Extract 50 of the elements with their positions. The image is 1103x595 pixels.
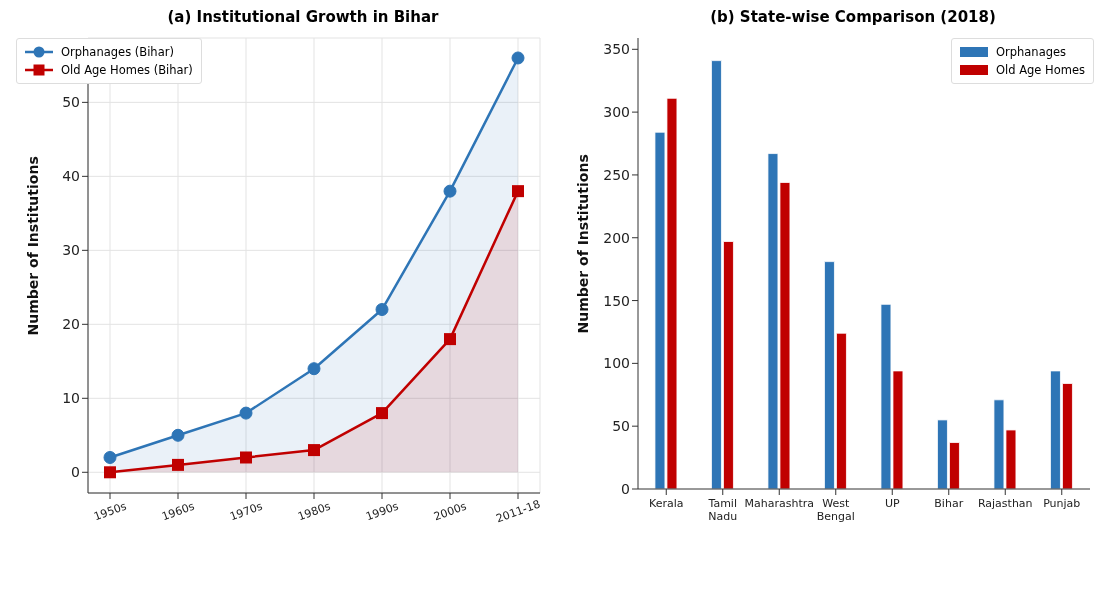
point: [240, 451, 252, 464]
point: [511, 51, 525, 65]
y-tick-label: 50: [62, 94, 80, 111]
x-tick-label: Rajasthan: [977, 497, 1033, 510]
y-axis-title: Number of Institutions: [574, 154, 591, 334]
x-tick-label: Maharashtra: [744, 497, 814, 510]
x-tick-label: Punjab: [1043, 497, 1081, 510]
x-tick-label: 1980s: [296, 499, 333, 524]
legend-label: Orphanages (Bihar): [61, 44, 174, 61]
y-tick-label: 100: [603, 355, 630, 372]
x-tick-label: 1970s: [228, 499, 265, 524]
y-tick-label: 40: [62, 168, 80, 185]
y-tick-label: 200: [603, 229, 630, 246]
x-tick-label: 2000s: [432, 499, 469, 524]
x-tick-label: 1950s: [92, 499, 129, 524]
x-tick-label: 1960s: [160, 499, 197, 524]
x-tick-label: Tamil Nadu: [707, 497, 738, 523]
point: [376, 407, 388, 420]
chart-title: (b) State-wise Comparison (2018): [709, 8, 997, 28]
point: [308, 444, 320, 457]
point: [307, 362, 321, 376]
point: [443, 184, 457, 198]
point: [512, 185, 524, 198]
legend-label: Orphanages: [995, 44, 1067, 61]
y-tick-label: 300: [603, 104, 630, 121]
legend-label: Old Age Homes: [995, 62, 1085, 79]
legend-label: Old Age Homes (Bihar): [61, 62, 193, 79]
point: [171, 428, 185, 442]
chart-title: (a) Institutional Growth in Bihar: [166, 8, 440, 28]
x-tick-label: Kerala: [649, 497, 684, 510]
point: [375, 303, 389, 317]
y-tick-label: 150: [603, 292, 630, 309]
y-tick-label: 0: [71, 464, 80, 481]
x-tick-label: 1990s: [364, 499, 401, 524]
y-tick-label: 0: [621, 480, 630, 497]
y-tick-label: 250: [603, 166, 630, 183]
point: [172, 458, 184, 471]
y-tick-label: 50: [612, 418, 630, 435]
x-tick-label: UP: [884, 497, 900, 510]
point: [444, 333, 456, 346]
x-tick-label: Bihar: [934, 497, 964, 510]
y-tick-label: 10: [62, 390, 80, 407]
y-axis-title: Number of Institutions: [24, 156, 41, 336]
point: [104, 466, 116, 479]
y-tick-label: 350: [603, 41, 630, 58]
point: [103, 450, 117, 464]
y-tick-label: 30: [62, 242, 80, 259]
point: [239, 406, 253, 420]
y-tick-label: 20: [62, 316, 80, 333]
x-tick-label: West Bengal: [816, 497, 855, 523]
